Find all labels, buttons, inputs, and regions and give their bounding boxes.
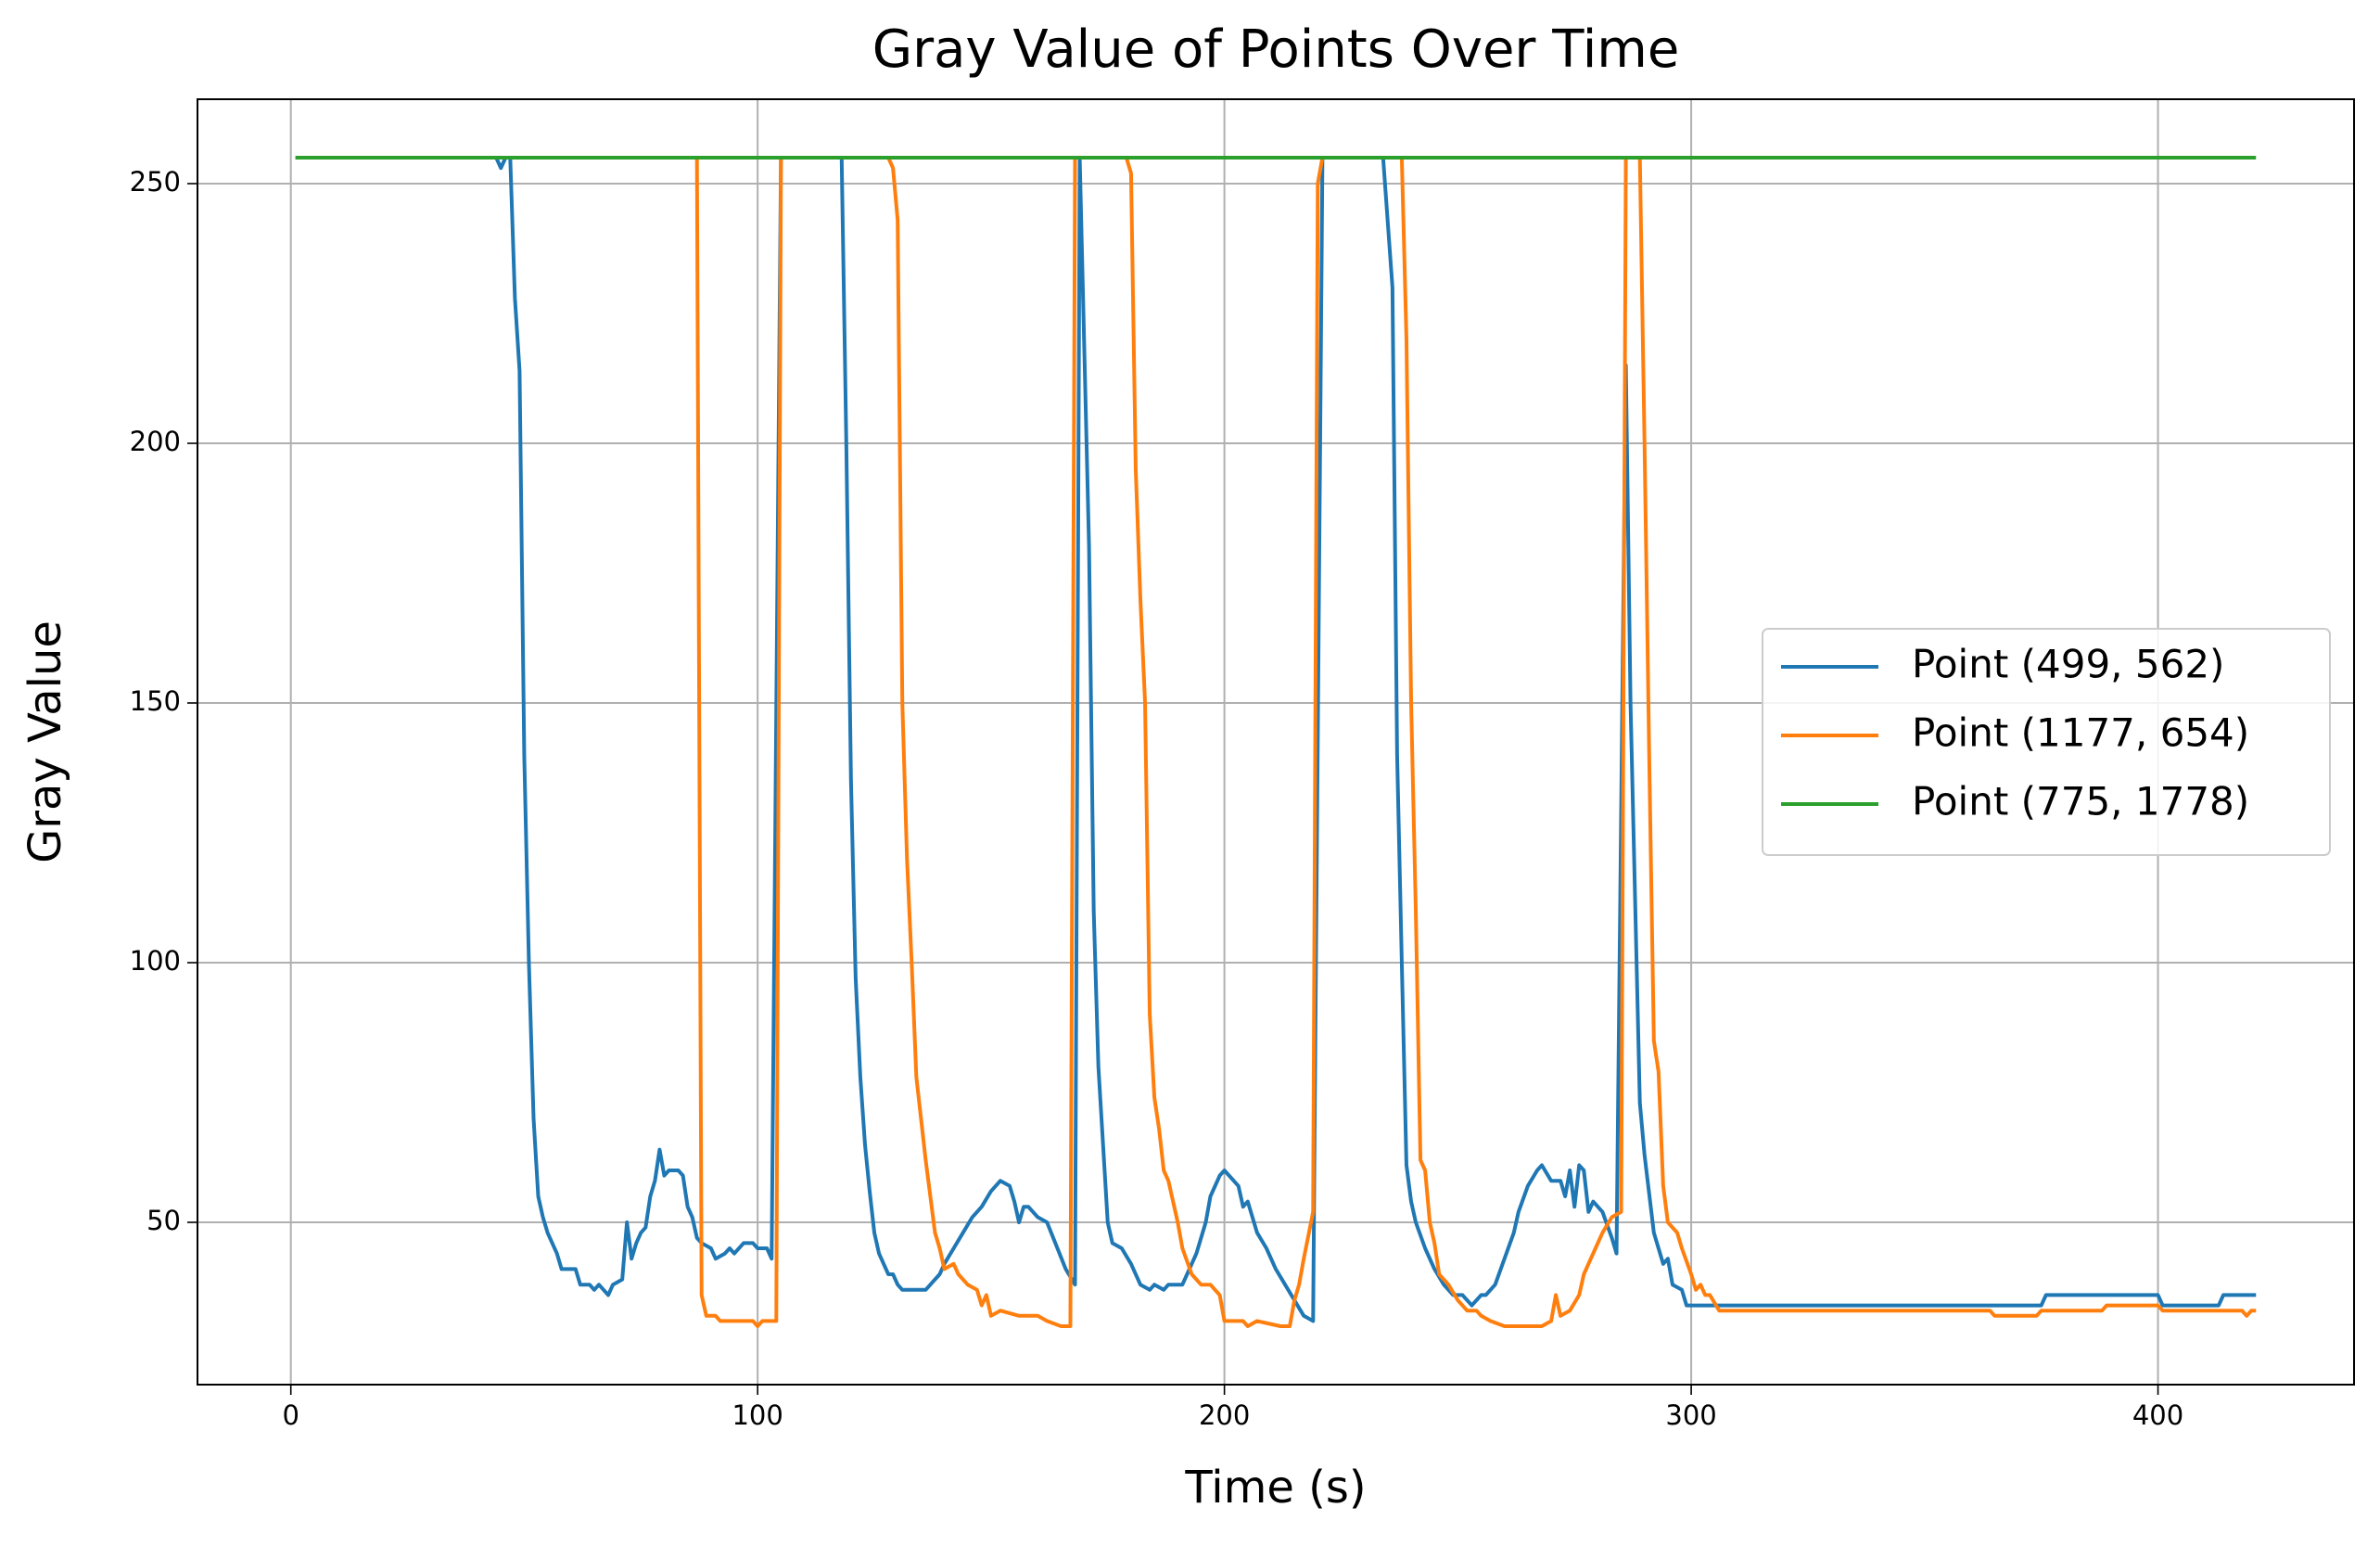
x-tick-label: 400	[2132, 1399, 2183, 1431]
y-tick-label: 250	[130, 166, 181, 198]
data-line	[295, 156, 2257, 1323]
legend-box	[1762, 628, 2331, 856]
y-tick-label: 50	[146, 1205, 181, 1236]
y-tick-label: 100	[130, 945, 181, 977]
y-tick-label: 200	[130, 426, 181, 457]
x-tick-label: 100	[732, 1399, 783, 1431]
y-axis-label: Gray Value	[19, 620, 71, 863]
x-axis-label: Time (s)	[1184, 1462, 1366, 1514]
data-line	[295, 156, 2257, 1328]
legend-label: Point (775, 1778)	[1912, 779, 2249, 824]
legend-label: Point (1177, 654)	[1912, 710, 2249, 756]
legend-label: Point (499, 562)	[1912, 642, 2224, 687]
chart-title: Gray Value of Points Over Time	[872, 19, 1680, 80]
x-tick-label: 200	[1199, 1399, 1250, 1431]
x-tick-label: 300	[1665, 1399, 1716, 1431]
x-tick-label: 0	[282, 1399, 299, 1431]
y-tick-label: 150	[130, 685, 181, 717]
plot-frame	[197, 98, 2355, 1386]
